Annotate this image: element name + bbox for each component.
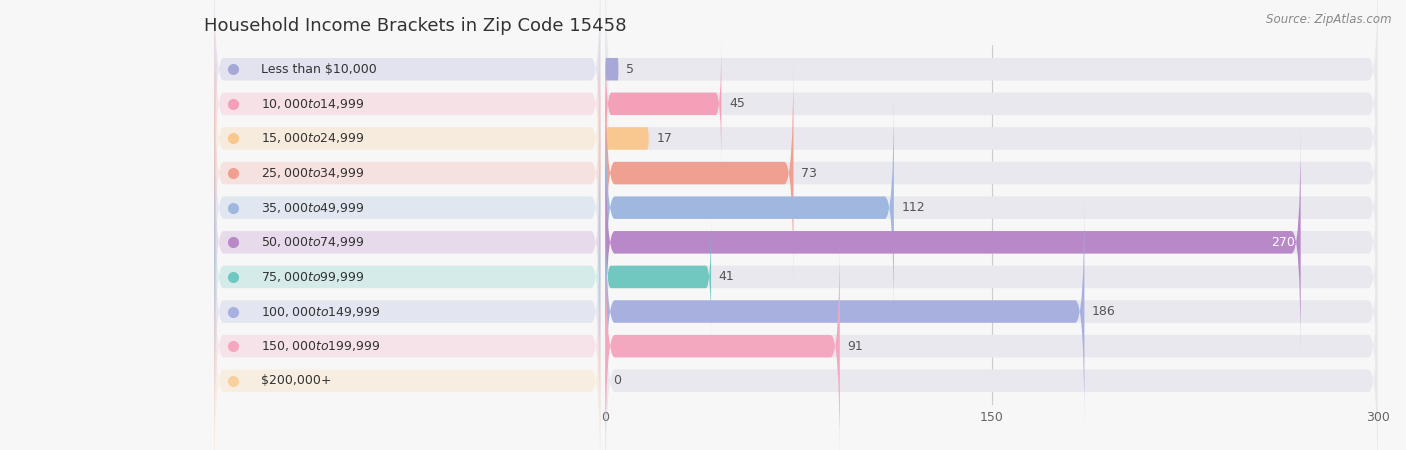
FancyBboxPatch shape [606, 233, 1378, 450]
Text: $200,000+: $200,000+ [260, 374, 330, 387]
FancyBboxPatch shape [606, 198, 1378, 425]
FancyBboxPatch shape [214, 0, 600, 217]
Text: $150,000 to $199,999: $150,000 to $199,999 [260, 339, 380, 353]
Text: $25,000 to $34,999: $25,000 to $34,999 [260, 166, 364, 180]
FancyBboxPatch shape [214, 60, 600, 287]
FancyBboxPatch shape [606, 129, 1378, 356]
Text: $35,000 to $49,999: $35,000 to $49,999 [260, 201, 364, 215]
Text: Source: ZipAtlas.com: Source: ZipAtlas.com [1267, 14, 1392, 27]
Text: $50,000 to $74,999: $50,000 to $74,999 [260, 235, 364, 249]
FancyBboxPatch shape [214, 267, 600, 450]
Text: 186: 186 [1092, 305, 1116, 318]
FancyBboxPatch shape [214, 198, 600, 425]
FancyBboxPatch shape [606, 94, 1378, 321]
Text: $100,000 to $149,999: $100,000 to $149,999 [260, 305, 380, 319]
Text: 5: 5 [626, 63, 634, 76]
Text: 0: 0 [613, 374, 621, 387]
FancyBboxPatch shape [606, 37, 721, 171]
Text: Less than $10,000: Less than $10,000 [260, 63, 377, 76]
FancyBboxPatch shape [606, 217, 711, 337]
FancyBboxPatch shape [606, 198, 1084, 425]
Text: 41: 41 [718, 270, 734, 284]
FancyBboxPatch shape [606, 25, 1378, 252]
FancyBboxPatch shape [606, 0, 1378, 183]
FancyBboxPatch shape [606, 267, 1378, 450]
FancyBboxPatch shape [214, 163, 600, 390]
FancyBboxPatch shape [214, 0, 600, 183]
FancyBboxPatch shape [606, 58, 619, 81]
Text: 270: 270 [1271, 236, 1295, 249]
FancyBboxPatch shape [606, 129, 1301, 356]
FancyBboxPatch shape [214, 233, 600, 450]
Text: 45: 45 [730, 97, 745, 110]
Text: 112: 112 [901, 201, 925, 214]
FancyBboxPatch shape [606, 94, 894, 321]
FancyBboxPatch shape [606, 233, 839, 450]
FancyBboxPatch shape [214, 94, 600, 321]
FancyBboxPatch shape [606, 60, 793, 287]
Text: $15,000 to $24,999: $15,000 to $24,999 [260, 131, 364, 145]
Text: 73: 73 [801, 166, 817, 180]
Text: $75,000 to $99,999: $75,000 to $99,999 [260, 270, 364, 284]
FancyBboxPatch shape [606, 120, 650, 157]
Text: 91: 91 [848, 340, 863, 353]
Text: 17: 17 [657, 132, 673, 145]
FancyBboxPatch shape [214, 129, 600, 356]
Text: Household Income Brackets in Zip Code 15458: Household Income Brackets in Zip Code 15… [204, 17, 626, 35]
FancyBboxPatch shape [214, 25, 600, 252]
FancyBboxPatch shape [606, 163, 1378, 390]
FancyBboxPatch shape [606, 60, 1378, 287]
FancyBboxPatch shape [606, 0, 1378, 217]
Text: $10,000 to $14,999: $10,000 to $14,999 [260, 97, 364, 111]
